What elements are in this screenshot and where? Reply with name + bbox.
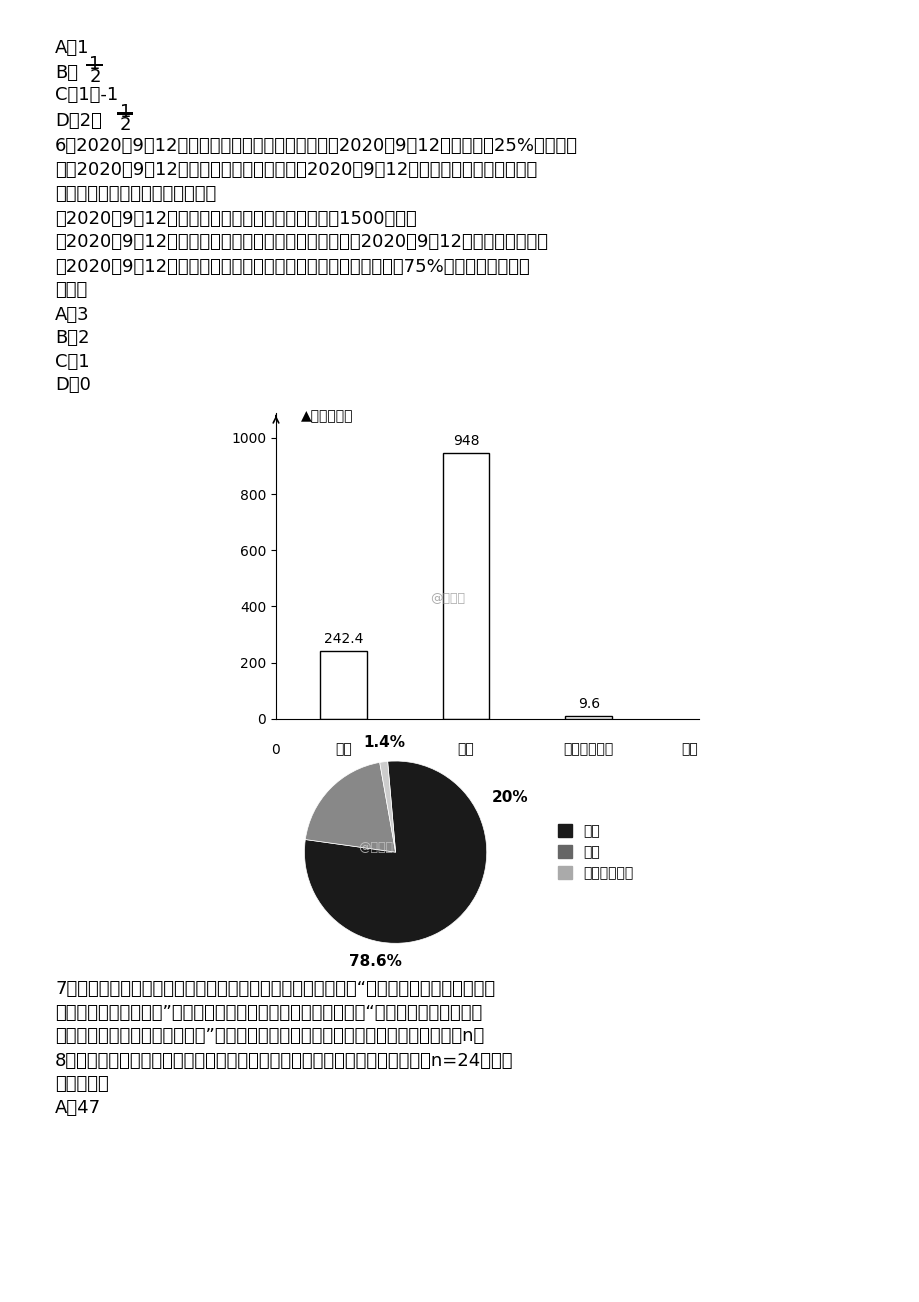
Text: C．1或-1: C．1或-1 (55, 86, 119, 104)
Text: 9.6: 9.6 (577, 697, 599, 711)
Text: A．1: A．1 (55, 39, 90, 57)
Text: 异地: 异地 (458, 742, 474, 756)
Text: 1.4%: 1.4% (363, 736, 405, 750)
Text: 0: 0 (271, 742, 280, 756)
Text: 2: 2 (119, 116, 131, 134)
Text: 8的整数倍时，均可采用此方法求解。如图是解决这类问题的程序框图，若输入n=24，则输: 8的整数倍时，均可采用此方法求解。如图是解决这类问题的程序框图，若输入n=24，… (55, 1052, 513, 1070)
Text: 78.6%: 78.6% (348, 954, 402, 969)
Text: 个数为: 个数为 (55, 281, 87, 299)
Text: C．1: C．1 (55, 353, 90, 371)
Text: 出的结果为: 出的结果为 (55, 1075, 108, 1094)
Text: 三十二枚，问积几何？”该著作中提出了一种解决此问题的方法：“重置二位，左位减八，: 三十二枚，问积几何？”该著作中提出了一种解决此问题的方法：“重置二位，左位减八， (55, 1004, 482, 1022)
Text: @正确云: @正确云 (430, 591, 465, 604)
Text: D．2或: D．2或 (55, 112, 102, 130)
Text: B．2: B．2 (55, 329, 90, 348)
Text: A．3: A．3 (55, 306, 90, 324)
Text: 国际及港澳台: 国际及港澳台 (563, 742, 613, 756)
Text: 6．2020年9～12月某市邮政快递业务量完成件数轣2020年9～12月同比增长25%，下图为: 6．2020年9～12月某市邮政快递业务量完成件数轣2020年9～12月同比增长… (55, 137, 577, 155)
Text: 1: 1 (89, 55, 100, 73)
Wedge shape (304, 762, 486, 943)
Text: 图，根据统计图，给出下列结论：: 图，根据统计图，给出下列结论： (55, 185, 216, 203)
Text: 2020年9～12月，该市邮政快递业务量完成件数圆1500万件；: 2020年9～12月，该市邮政快递业务量完成件数圆1500万件； (55, 210, 416, 228)
Wedge shape (305, 763, 395, 852)
Wedge shape (380, 762, 395, 852)
Bar (565, 716, 611, 719)
Text: A．47: A．47 (55, 1099, 101, 1117)
Text: 1: 1 (119, 103, 130, 121)
Text: ▲单位：万件: ▲单位：万件 (301, 409, 353, 423)
Text: 242.4: 242.4 (323, 631, 363, 646)
Bar (320, 651, 367, 719)
Text: 同城: 同城 (335, 742, 351, 756)
Legend: 同城, 异地, 国际及港澳台: 同城, 异地, 国际及港澳台 (552, 819, 639, 885)
Bar (442, 453, 489, 719)
Text: 余加右位，至尽虚减一，即得。”通过对该题的研究发现，若一束方物外周一匭的枚数n是: 余加右位，至尽虚减一，即得。”通过对该题的研究发现，若一束方物外周一匭的枚数n是 (55, 1027, 484, 1046)
Text: 20%: 20% (491, 790, 528, 805)
Text: 区域: 区域 (680, 742, 697, 756)
Text: 7．《孙子算经》是中国古代重要的数学著作，书中有一问题：“今有方物一束，外周一匭有: 7．《孙子算经》是中国古代重要的数学著作，书中有一问题：“今有方物一束，外周一匭… (55, 980, 494, 999)
Text: B．: B． (55, 64, 78, 82)
Text: 2020年9～12月，该市邮政快递同城业务量完成件数与2020年9～12月相比有所减少；: 2020年9～12月，该市邮政快递同城业务量完成件数与2020年9～12月相比… (55, 233, 548, 251)
Text: D．0: D．0 (55, 376, 91, 395)
Text: @正确云: @正确云 (357, 841, 392, 854)
Text: 该市2020年9～12月邮政快递业务量柱形图及2020年9～12月邮政快递业务量结构扇形: 该市2020年9～12月邮政快递业务量柱形图及2020年9～12月邮政快递业务量… (55, 161, 537, 180)
Text: 2: 2 (89, 68, 101, 86)
Text: 2020年9～12月，该市邮政快递国际及港澳台业务量同比增长超75%，其中正确结论的: 2020年9～12月，该市邮政快递国际及港澳台业务量同比增长超75%，其中正确… (55, 258, 529, 276)
Text: 948: 948 (452, 434, 479, 448)
